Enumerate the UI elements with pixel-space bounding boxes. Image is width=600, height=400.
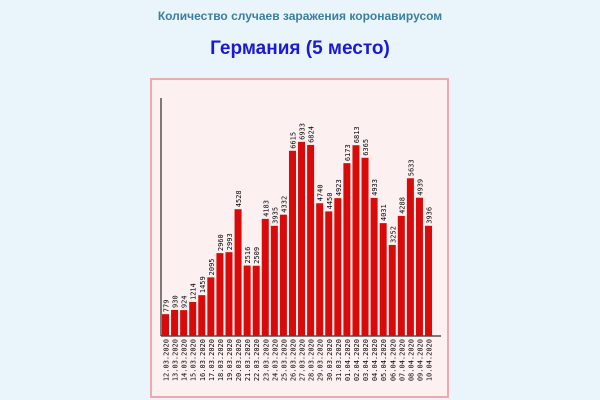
data-label: 6173 [344, 144, 352, 161]
bar [279, 214, 287, 336]
bar [316, 203, 324, 336]
bar [307, 144, 315, 336]
x-tick-label: 31.03.2020 [335, 339, 343, 381]
data-label: 3935 [271, 207, 279, 224]
data-label: 930 [172, 295, 180, 308]
x-tick-label: 03.04.2020 [362, 339, 370, 381]
x-tick-label: 27.03.2020 [299, 339, 307, 381]
x-tick-label: 04.04.2020 [371, 339, 379, 381]
x-tick-label: 18.03.2020 [217, 339, 225, 381]
bar [361, 157, 369, 336]
data-label: 1459 [199, 276, 207, 293]
x-tick-label: 06.04.2020 [389, 339, 397, 381]
bar [225, 252, 233, 336]
bar-chart: 77912.03.202093013.03.202092414.03.20201… [160, 98, 441, 381]
data-label: 6615 [289, 132, 297, 149]
data-label: 4450 [326, 193, 334, 210]
bar [261, 218, 269, 336]
bar [397, 215, 405, 336]
bar [270, 225, 278, 336]
data-label: 2095 [208, 258, 216, 275]
data-label: 4740 [317, 184, 325, 201]
data-label: 4923 [335, 179, 343, 196]
data-label: 6824 [308, 126, 316, 143]
data-label: 4031 [380, 204, 388, 221]
bar [288, 150, 296, 336]
data-label: 4933 [371, 179, 379, 196]
x-tick-label: 17.03.2020 [208, 339, 216, 381]
bar [252, 265, 260, 336]
data-label: 924 [181, 295, 189, 308]
data-label: 2509 [253, 247, 261, 264]
x-tick-label: 30.03.2020 [326, 339, 334, 381]
bar [207, 277, 215, 336]
x-tick-label: 01.04.2020 [344, 339, 352, 381]
x-tick-label: 20.03.2020 [235, 339, 243, 381]
x-tick-label: 29.03.2020 [317, 339, 325, 381]
x-tick-label: 21.03.2020 [244, 339, 252, 381]
data-label: 2960 [217, 234, 225, 251]
x-tick-label: 13.03.2020 [172, 339, 180, 381]
data-label: 4528 [235, 190, 243, 207]
bar [379, 223, 387, 336]
x-tick-label: 19.03.2020 [226, 339, 234, 381]
x-tick-label: 09.04.2020 [416, 339, 424, 381]
bar [198, 295, 206, 336]
x-tick-label: 26.03.2020 [289, 339, 297, 381]
data-label: 3936 [426, 207, 434, 224]
x-tick-label: 14.03.2020 [181, 339, 189, 381]
bar [388, 244, 396, 336]
chart-frame: 779 12.03.2020 930 13.03.2020 924 14.03.2020 1… [150, 78, 449, 398]
data-label: 2993 [226, 233, 234, 250]
data-label: 6365 [362, 139, 370, 156]
bar [216, 253, 224, 336]
bar [298, 141, 306, 336]
bar [352, 145, 360, 336]
x-tick-label: 08.04.2020 [407, 339, 415, 381]
data-label: 4939 [416, 179, 424, 196]
bar [162, 314, 169, 336]
x-tick-label: 15.03.2020 [190, 339, 198, 381]
data-label: 5633 [407, 159, 415, 176]
bar [334, 198, 342, 336]
data-label: 6933 [299, 123, 307, 140]
x-tick-label: 25.03.2020 [280, 339, 288, 381]
chart-subtitle: Количество случаев заражения коронавирус… [157, 9, 443, 23]
chart-title: Германия (5 место) [210, 38, 390, 59]
data-label: 4288 [398, 197, 406, 214]
bar [343, 163, 351, 336]
x-tick-label: 24.03.2020 [271, 339, 279, 381]
x-tick-label: 02.04.2020 [353, 339, 361, 381]
bar [370, 197, 378, 336]
data-label: 2516 [244, 247, 252, 264]
bar [180, 310, 188, 336]
bar [243, 265, 251, 336]
x-tick-label: 16.03.2020 [199, 339, 207, 381]
x-tick-label: 22.03.2020 [253, 339, 261, 381]
data-label: 4332 [280, 196, 288, 213]
bar [325, 211, 333, 336]
data-label: 4183 [262, 200, 270, 217]
x-tick-label: 05.04.2020 [380, 339, 388, 381]
x-tick-label: 07.04.2020 [398, 339, 406, 381]
bar [234, 209, 242, 336]
bar [425, 225, 433, 336]
bar [406, 178, 414, 336]
x-tick-label: 28.03.2020 [308, 339, 316, 381]
x-tick-label: 12.03.2020 [163, 339, 171, 381]
x-tick-label: 23.03.2020 [262, 339, 270, 381]
bar [171, 309, 179, 336]
bar [415, 197, 423, 336]
data-label: 3252 [389, 226, 397, 243]
data-label: 1214 [190, 283, 198, 300]
data-label: 6813 [353, 126, 361, 143]
data-label: 779 [163, 300, 171, 313]
x-tick-label: 10.04.2020 [426, 339, 434, 381]
bar [189, 302, 197, 336]
